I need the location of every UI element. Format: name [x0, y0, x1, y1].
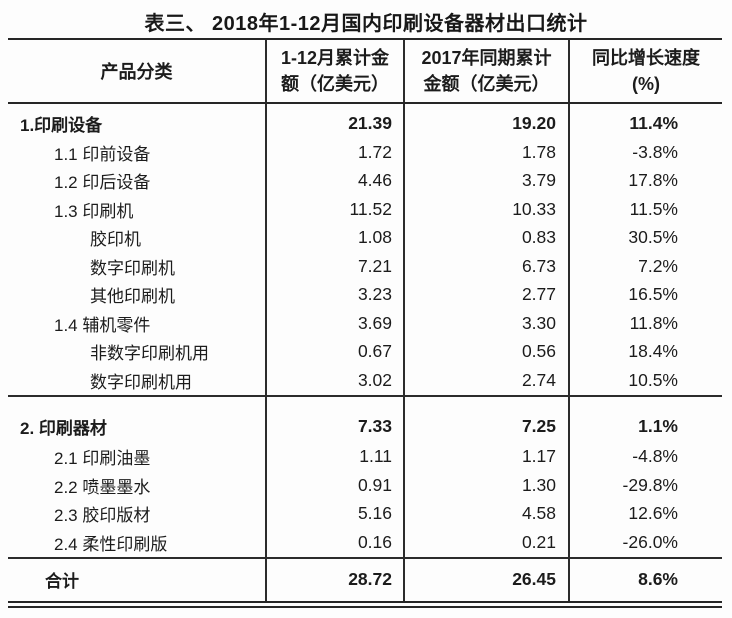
amount-2018: 0.67 [265, 337, 403, 366]
table-row: 1.印刷设备 21.39 19.20 11.4% [8, 104, 722, 138]
row-label: 合计 [45, 572, 79, 591]
header-growth-rate-line2: (%) [632, 74, 660, 94]
header-growth-rate-line1: 同比增长速度 [592, 48, 700, 68]
amount-2017: 3.30 [403, 309, 568, 338]
growth-rate: 30.5% [568, 223, 722, 252]
header-amount-2018: 1-12月累计金 额（亿美元） [265, 40, 403, 102]
row-label: 其他印刷机 [90, 287, 175, 307]
growth-rate: 12.6% [568, 499, 722, 528]
amount-2017: 0.21 [403, 528, 568, 557]
row-label: 1.4 辅机零件 [54, 315, 151, 335]
amount-2018: 21.39 [265, 104, 403, 138]
table-row: 数字印刷机 7.21 6.73 7.2% [8, 252, 722, 281]
amount-2017: 2.74 [403, 366, 568, 395]
row-label: 2. 印刷器材 [20, 419, 107, 438]
growth-rate: -29.8% [568, 471, 722, 500]
statistics-table: 产品分类 1-12月累计金 额（亿美元） 2017年同期累计 金额（亿美元） 同… [8, 38, 722, 608]
amount-2017: 1.17 [403, 442, 568, 471]
row-label: 1.3 印刷机 [54, 201, 134, 221]
table-row: 2.3 胶印版材 5.16 4.58 12.6% [8, 499, 722, 528]
table-row: 1.2 印后设备 4.46 3.79 17.8% [8, 166, 722, 195]
table-row: 2.2 喷墨墨水 0.91 1.30 -29.8% [8, 471, 722, 500]
growth-rate: -3.8% [568, 138, 722, 167]
growth-rate: 7.2% [568, 252, 722, 281]
header-amount-2018-line2: 额（亿美元） [281, 74, 389, 94]
amount-2018: 3.23 [265, 280, 403, 309]
row-label: 数字印刷机用 [90, 372, 192, 392]
amount-2018: 5.16 [265, 499, 403, 528]
row-label: 1.印刷设备 [20, 116, 103, 135]
amount-2017: 4.58 [403, 499, 568, 528]
row-label: 2.1 印刷油墨 [54, 449, 151, 469]
amount-2018: 0.91 [265, 471, 403, 500]
amount-2017: 6.73 [403, 252, 568, 281]
amount-2017: 10.33 [403, 195, 568, 224]
growth-rate: 18.4% [568, 337, 722, 366]
table-bottom-double-border [8, 600, 722, 608]
table-row: 2. 印刷器材 7.33 7.25 1.1% [8, 394, 722, 443]
table-row: 1.4 辅机零件 3.69 3.30 11.8% [8, 309, 722, 338]
amount-2018: 11.52 [265, 195, 403, 224]
table-row: 2.4 柔性印刷版 0.16 0.21 -26.0% [8, 528, 722, 557]
table-row: 1.3 印刷机 11.52 10.33 11.5% [8, 195, 722, 224]
amount-2018: 7.33 [265, 396, 403, 443]
row-label: 2.3 胶印版材 [54, 506, 151, 526]
growth-rate: 8.6% [568, 558, 722, 601]
amount-2018: 1.11 [265, 442, 403, 471]
header-product-category: 产品分类 [100, 62, 173, 82]
row-label: 胶印机 [90, 230, 141, 250]
amount-2018: 3.02 [265, 366, 403, 395]
amount-2017: 2.77 [403, 280, 568, 309]
growth-rate: 10.5% [568, 366, 722, 395]
row-label: 数字印刷机 [90, 258, 175, 278]
table-row: 2.1 印刷油墨 1.11 1.17 -4.8% [8, 442, 722, 471]
growth-rate: -26.0% [568, 528, 722, 557]
amount-2018: 1.08 [265, 223, 403, 252]
row-label: 2.2 喷墨墨水 [54, 477, 151, 497]
amount-2018: 7.21 [265, 252, 403, 281]
header-amount-2018-line1: 1-12月累计金 [280, 48, 390, 68]
amount-2017: 19.20 [403, 104, 568, 138]
amount-2017: 26.45 [403, 558, 568, 601]
table-row: 其他印刷机 3.23 2.77 16.5% [8, 280, 722, 309]
amount-2017: 1.78 [403, 138, 568, 167]
table-row: 非数字印刷机用 0.67 0.56 18.4% [8, 337, 722, 366]
row-label: 2.4 柔性印刷版 [54, 534, 168, 554]
row-label: 1.2 印后设备 [54, 173, 151, 193]
table-row: 数字印刷机用 3.02 2.74 10.5% [8, 366, 722, 395]
amount-2018: 0.16 [265, 528, 403, 557]
growth-rate: 11.4% [568, 104, 722, 138]
table-row: 胶印机 1.08 0.83 30.5% [8, 223, 722, 252]
growth-rate: 17.8% [568, 166, 722, 195]
amount-2017: 0.56 [403, 337, 568, 366]
header-growth-rate: 同比增长速度 (%) [568, 40, 722, 102]
growth-rate: 1.1% [568, 396, 722, 443]
header-amount-2017-line1: 2017年同期累计 [421, 48, 552, 68]
header-amount-2017-line2: 金额（亿美元） [423, 74, 550, 94]
growth-rate: 11.5% [568, 195, 722, 224]
table-total-row: 合计 28.72 26.45 8.6% [8, 556, 722, 601]
amount-2018: 4.46 [265, 166, 403, 195]
amount-2017: 1.30 [403, 471, 568, 500]
header-amount-2017: 2017年同期累计 金额（亿美元） [403, 40, 568, 102]
table-title: 表三、 2018年1-12月国内印刷设备器材出口统计 [144, 13, 588, 35]
growth-rate: 16.5% [568, 280, 722, 309]
growth-rate: 11.8% [568, 309, 722, 338]
row-label: 1.1 印前设备 [54, 144, 151, 164]
amount-2018: 28.72 [265, 558, 403, 601]
amount-2017: 3.79 [403, 166, 568, 195]
amount-2017: 0.83 [403, 223, 568, 252]
growth-rate: -4.8% [568, 442, 722, 471]
table-header-row: 产品分类 1-12月累计金 额（亿美元） 2017年同期累计 金额（亿美元） 同… [8, 38, 722, 104]
amount-2018: 3.69 [265, 309, 403, 338]
row-label: 非数字印刷机用 [90, 344, 209, 364]
amount-2017: 7.25 [403, 396, 568, 443]
amount-2018: 1.72 [265, 138, 403, 167]
table-row: 1.1 印前设备 1.72 1.78 -3.8% [8, 138, 722, 167]
